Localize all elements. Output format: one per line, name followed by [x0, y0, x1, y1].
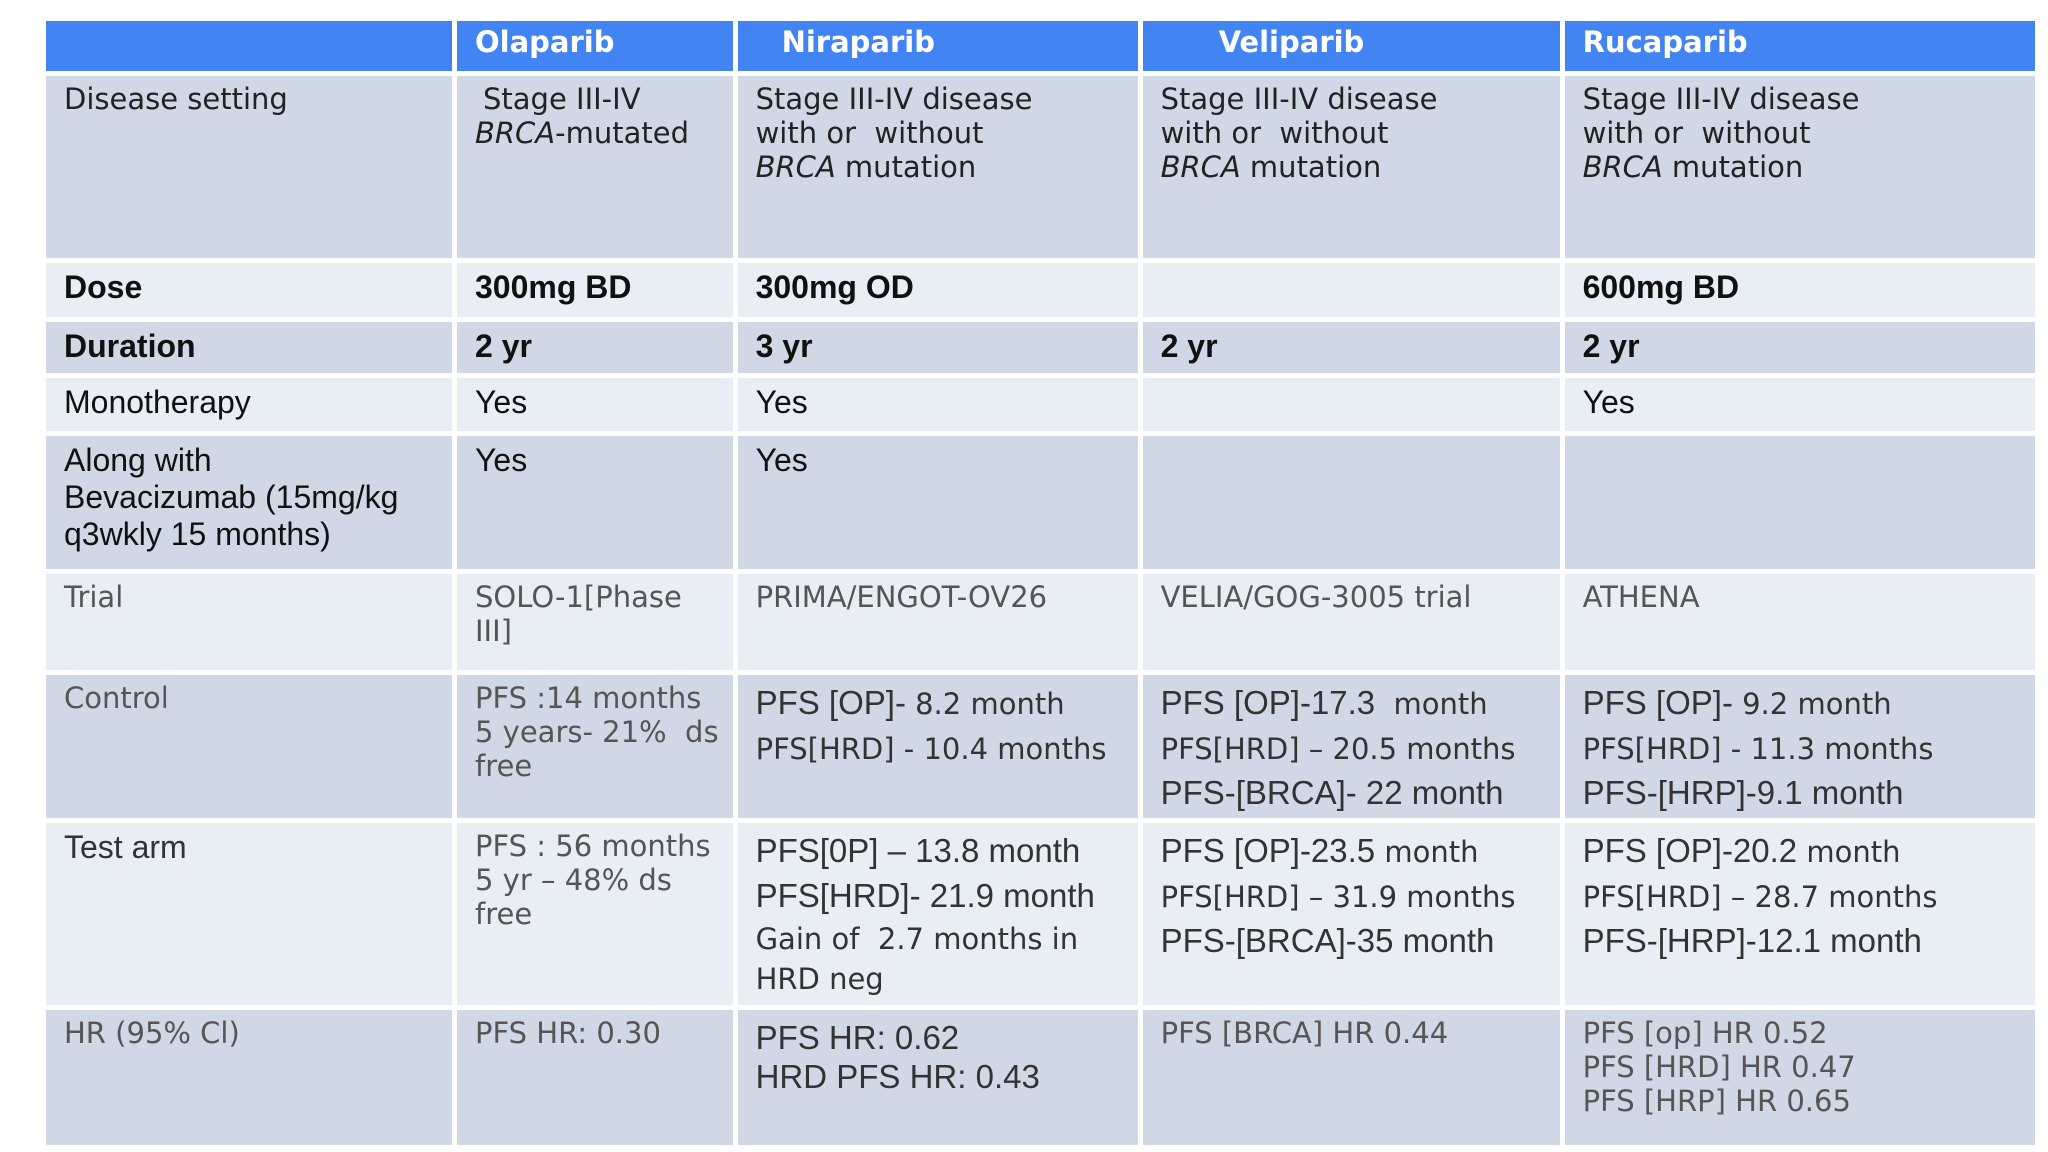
- table-header-row: Olaparib Niraparib Veliparib Rucaparib: [46, 21, 2035, 71]
- cell-veliparib-monotherapy: [1142, 378, 1560, 431]
- cell-veliparib-trial: VELIA/GOG-3005 trial: [1142, 574, 1560, 670]
- header-rucaparib: Rucaparib: [1564, 21, 2035, 71]
- cell-rucaparib-duration: 2 yr: [1564, 322, 2035, 373]
- row-label-trial: Trial: [46, 574, 452, 670]
- table-row: Disease setting Stage III-IV BRCA-mutate…: [46, 76, 2035, 258]
- cell-rucaparib-control: PFS [OP]- 9.2 month PFS[HRD] - 11.3 mont…: [1564, 675, 2035, 818]
- table-row: Along with Bevacizumab (15mg/kg q3wkly 1…: [46, 436, 2035, 569]
- table-row: Control PFS :14 months 5 years- 21% ds f…: [46, 675, 2035, 818]
- row-label-bevacizumab: Along with Bevacizumab (15mg/kg q3wkly 1…: [46, 436, 452, 569]
- cell-rucaparib-hr: PFS [op] HR 0.52 PFS [HRD] HR 0.47 PFS […: [1564, 1010, 2035, 1145]
- cell-niraparib-dose: 300mg OD: [737, 263, 1138, 317]
- cell-rucaparib-disease-setting: Stage III-IV disease with or without BRC…: [1564, 76, 2035, 258]
- cell-veliparib-duration: 2 yr: [1142, 322, 1560, 373]
- cell-olaparib-dose: 300mg BD: [457, 263, 733, 317]
- row-label-monotherapy: Monotherapy: [46, 378, 452, 431]
- cell-veliparib-test-arm: PFS [OP]-23.5 month PFS[HRD] – 31.9 mont…: [1142, 823, 1560, 1005]
- table-row: Trial SOLO-1[Phase III] PRIMA/ENGOT-OV26…: [46, 574, 2035, 670]
- cell-veliparib-hr: PFS [BRCA] HR 0.44: [1142, 1010, 1560, 1145]
- cell-veliparib-control: PFS [OP]-17.3 month PFS[HRD] – 20.5 mont…: [1142, 675, 1560, 818]
- row-label-disease-setting: Disease setting: [46, 76, 452, 258]
- cell-rucaparib-bevacizumab: [1564, 436, 2035, 569]
- cell-veliparib-dose: [1142, 263, 1560, 317]
- cell-rucaparib-trial: ATHENA: [1564, 574, 2035, 670]
- cell-olaparib-trial: SOLO-1[Phase III]: [457, 574, 733, 670]
- cell-olaparib-disease-setting: Stage III-IV BRCA-mutated: [457, 76, 733, 258]
- cell-rucaparib-test-arm: PFS [OP]-20.2 month PFS[HRD] – 28.7 mont…: [1564, 823, 2035, 1005]
- header-veliparib: Veliparib: [1142, 21, 1560, 71]
- cell-olaparib-control: PFS :14 months 5 years- 21% ds free: [457, 675, 733, 818]
- row-label-control: Control: [46, 675, 452, 818]
- cell-olaparib-bevacizumab: Yes: [457, 436, 733, 569]
- cell-veliparib-disease-setting: Stage III-IV disease with or without BRC…: [1142, 76, 1560, 258]
- table-row: Monotherapy Yes Yes Yes: [46, 378, 2035, 431]
- parp-inhibitor-comparison-table: Olaparib Niraparib Veliparib Rucaparib D…: [41, 16, 2040, 1150]
- row-label-test-arm: Test arm: [46, 823, 452, 1005]
- cell-rucaparib-dose: 600mg BD: [1564, 263, 2035, 317]
- cell-rucaparib-monotherapy: Yes: [1564, 378, 2035, 431]
- cell-olaparib-test-arm: PFS : 56 months 5 yr – 48% ds free: [457, 823, 733, 1005]
- cell-olaparib-hr: PFS HR: 0.30: [457, 1010, 733, 1145]
- row-label-duration: Duration: [46, 322, 452, 373]
- header-niraparib: Niraparib: [737, 21, 1138, 71]
- header-corner-cell: [46, 21, 452, 71]
- cell-niraparib-trial: PRIMA/ENGOT-OV26: [737, 574, 1138, 670]
- table-row: Dose 300mg BD 300mg OD 600mg BD: [46, 263, 2035, 317]
- cell-niraparib-disease-setting: Stage III-IV disease with or without BRC…: [737, 76, 1138, 258]
- cell-veliparib-bevacizumab: [1142, 436, 1560, 569]
- row-label-dose: Dose: [46, 263, 452, 317]
- cell-niraparib-hr: PFS HR: 0.62 HRD PFS HR: 0.43: [737, 1010, 1138, 1145]
- cell-niraparib-duration: 3 yr: [737, 322, 1138, 373]
- cell-niraparib-bevacizumab: Yes: [737, 436, 1138, 569]
- cell-niraparib-monotherapy: Yes: [737, 378, 1138, 431]
- table-row: HR (95% Cl) PFS HR: 0.30 PFS HR: 0.62 HR…: [46, 1010, 2035, 1145]
- table-row: Test arm PFS : 56 months 5 yr – 48% ds f…: [46, 823, 2035, 1005]
- cell-niraparib-control: PFS [OP]- 8.2 month PFS[HRD] - 10.4 mont…: [737, 675, 1138, 818]
- header-olaparib: Olaparib: [457, 21, 733, 71]
- row-label-hr: HR (95% Cl): [46, 1010, 452, 1145]
- cell-niraparib-test-arm: PFS[0P] – 13.8 month PFS[HRD]- 21.9 mont…: [737, 823, 1138, 1005]
- table-row: Duration 2 yr 3 yr 2 yr 2 yr: [46, 322, 2035, 373]
- cell-olaparib-monotherapy: Yes: [457, 378, 733, 431]
- cell-olaparib-duration: 2 yr: [457, 322, 733, 373]
